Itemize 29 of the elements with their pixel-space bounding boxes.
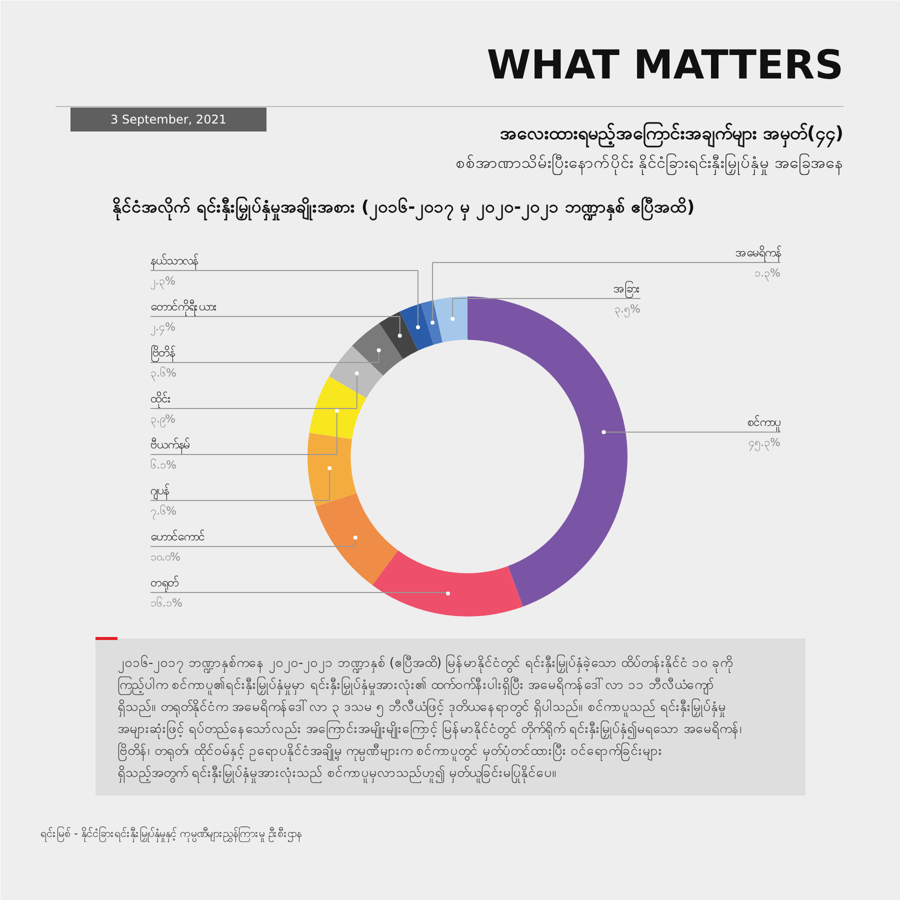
data-label: ၂.၄% — [150, 320, 176, 336]
slice-label: ဗြိတိန် — [150, 344, 176, 362]
data-label: ၃.၅% — [614, 302, 641, 318]
slice-label: တောင်ကိုရီးယား — [150, 298, 218, 316]
text: 3 September, 2021 — [110, 112, 226, 126]
slice-label: နယ်သာလန် — [150, 252, 198, 270]
text: ၂၀၁၆-၂၀၁၇ ဘဏ္ဍာနှစ်ကနေ ၂၀၂၀-၂၀၂၁ ဘဏ္ဍာနှစ် (ဧပြီအထိ) မြန်မာနိုင်ငံတွင် ရင်းနှီးမြှုပ်နှံခဲ့သော ထိပ်တန်းနိုင်ငံ ၁၀ ခုကို ကြည့်ပါက စင်ကာပူ၏ရင်းနှီးမြှုပ်နှံမှုမှာ ရင်းနှီးမြှုပ်နှံမှုအားလုံး၏ ထက်ဝက်နီးပါးရှိပြီး အမေရိကန်ဒေါ်လာ ၁၁ ဘီလီယံကျော် ရှိသည်။ တရုတ်နိုင်ငံက အမေရိကန်ဒေါ်လာ ၃ ဒသမ ၅ ဘီလီယံဖြင့် ဒုတိယနေရာတွင် ရှိပါသည်။ စင်ကာပူသည် ရင်းနှီးမြှုပ်နှံမှု အများဆုံးဖြင့် ရပ်တည်နေသော်လည်း အကြောင်းအမျိုးမျိုးကြောင့် မြန်မာနိုင်ငံတွင် တိုက်ရိုက် ရင်းနှီးမြှုပ်နှံ၍မရသော အမေရိကန်၊ ဗြိတိန်၊ တရုတ်၊ ထိုင်ဝမ်နှင့် ဥရောပနိုင်ငံအချို့မှ ကုမ္ပဏီများက စင်ကာပူတွင် မှတ်ပုံတင်ထားပြီး ဝင်ရောက်ခြင်းများ ရှိသည့်အတွက် ရင်းနှီးမြှုပ်နှံမှုအားလုံးသည် စင်ကာပူမှလာသည်ဟူ၍ မှတ်ယူခြင်းမပြုနိုင်ပေ။ — [118, 654, 742, 783]
data-label: ၁၀.၀% — [150, 550, 180, 564]
slice-label: ဟောင်ကောင် — [150, 528, 204, 544]
slice-label: အမေရိကန် — [736, 244, 782, 262]
slice-label: ထိုင်း — [150, 390, 172, 408]
slice-label: ဂျပန် — [150, 482, 170, 500]
data-label: ၃.၉% — [150, 412, 176, 428]
slice-label: ဗီယက်နမ် — [150, 436, 190, 454]
chart-subtitle: စစ်အာဏာသိမ်းပြီးနောက်ပိုင်း နိုင်ငံခြားရင်းနှီးမြှုပ်နှံမှု အခြေအနေ — [455, 153, 844, 175]
text: ရင်းမြစ် - နိုင်ငံခြားရင်းနှီးမြှုပ်နှံမှုနှင့် ကုမ္ပဏီများညွှန်ကြားမှု ဦးစီးဌာန — [40, 826, 302, 842]
chart-title: အလေးထားရမည့်အကြောင်းအချက်များ အမှတ်(၄၄) — [500, 121, 844, 148]
slice-label: တရုတ် — [150, 574, 178, 592]
slice-label: အခြား — [614, 280, 640, 298]
data-label: ၂.၃% — [150, 274, 176, 290]
data-label: ၇.၆% — [150, 504, 176, 520]
text: နိုင်ငံအလိုက် ရင်းနှီးမြှုပ်နှံမှုအချိုးအစား (၂၀၁၆-၂၀၁၇ မှ ၂၀၂၀-၂၀၂၁ ဘဏ္ဍာနှစ် ဧပြီအထိ) — [112, 194, 695, 222]
data-label: ၄၅.၃% — [748, 436, 781, 452]
slice-label: စင်ကာပူ — [748, 414, 780, 432]
data-label: ၆.၁% — [150, 458, 176, 472]
data-label: ၁၆.၁% — [150, 596, 182, 610]
data-label: ၁.၃% — [754, 266, 781, 282]
text: WHAT MATTERS — [486, 42, 844, 88]
data-label: ၃.၆% — [150, 366, 176, 382]
